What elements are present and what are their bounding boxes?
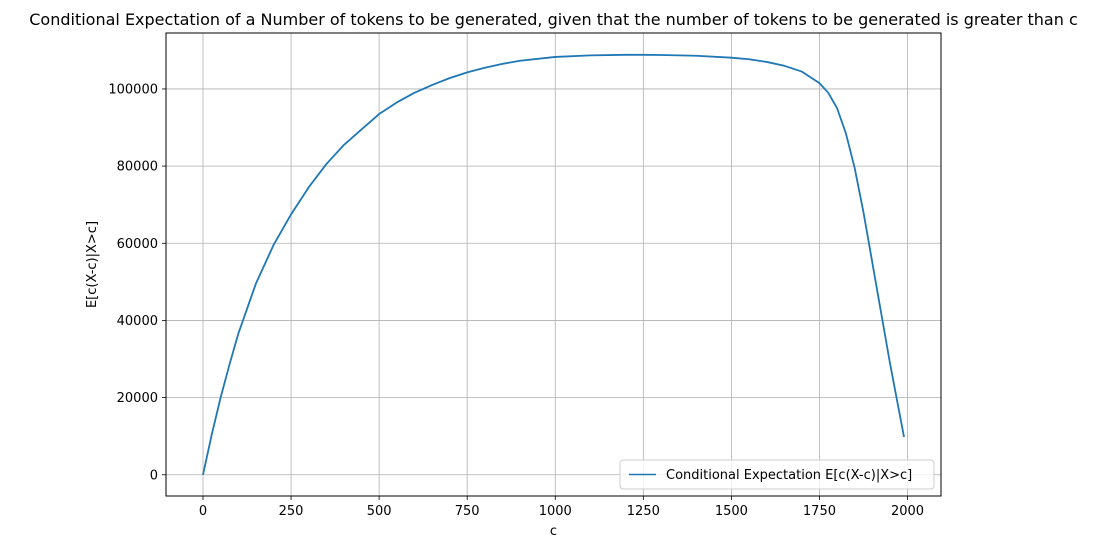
legend-label: Conditional Expectation E[c(X-c)|X>c] xyxy=(666,468,912,483)
plot-frame xyxy=(165,32,942,497)
x-tick-label: 1750 xyxy=(803,504,836,519)
y-tick-label: 20000 xyxy=(117,391,158,406)
x-tick-label: 250 xyxy=(279,504,304,519)
x-tick-label: 2000 xyxy=(891,504,924,519)
y-tick-label: 40000 xyxy=(117,314,158,329)
y-axis: 0 20000 40000 60000 80000 100000 xyxy=(108,82,166,483)
y-tick-label: 100000 xyxy=(108,82,158,97)
y-tick-label: 60000 xyxy=(117,237,158,252)
x-tick-label: 0 xyxy=(199,504,207,519)
x-tick-label: 1500 xyxy=(715,504,748,519)
y-tick-label: 80000 xyxy=(117,160,158,175)
x-tick-label: 750 xyxy=(455,504,480,519)
grid xyxy=(166,33,941,496)
x-axis-title: c xyxy=(550,524,557,539)
series-line xyxy=(202,53,905,475)
x-tick-label: 500 xyxy=(367,504,392,519)
legend-box xyxy=(619,459,935,490)
x-axis: 0 250 500 750 1000 1250 1500 1750 2000 xyxy=(199,496,924,519)
series-layer xyxy=(202,53,905,475)
x-tick-label: 1250 xyxy=(627,504,660,519)
x-tick-label: 1000 xyxy=(539,504,572,519)
y-tick-label: 0 xyxy=(150,468,158,483)
chart-title: Conditional Expectation of a Number of t… xyxy=(29,10,1078,29)
legend: Conditional Expectation E[c(X-c)|X>c] xyxy=(619,459,935,490)
y-axis-title: E[c(X-c)|X>c] xyxy=(85,221,100,308)
